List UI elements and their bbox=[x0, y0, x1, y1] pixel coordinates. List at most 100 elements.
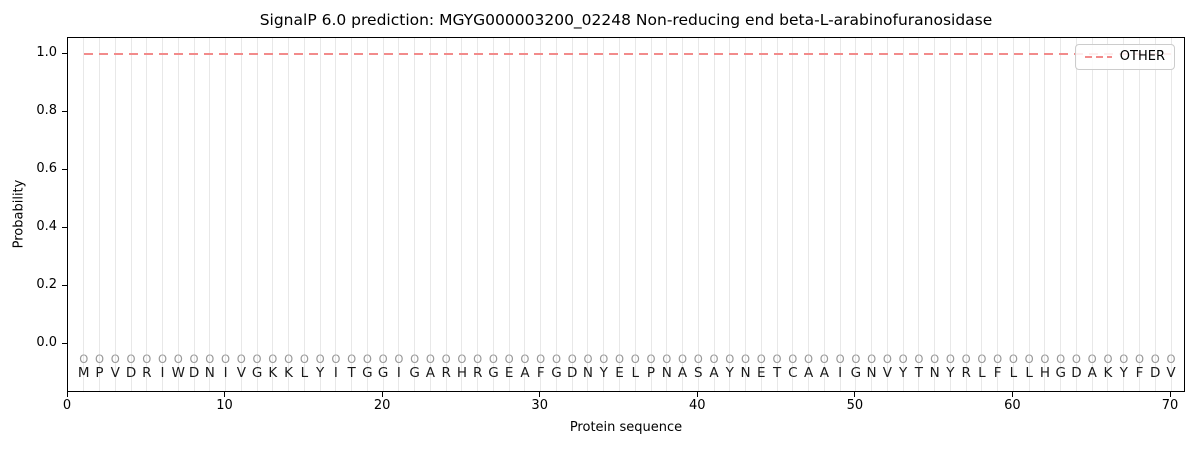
residue-letter: G bbox=[251, 365, 263, 381]
residue-marker: O bbox=[1119, 352, 1129, 366]
gridline bbox=[1075, 38, 1077, 391]
x-tick-label: 70 bbox=[1161, 398, 1179, 413]
residue-marker: O bbox=[299, 352, 309, 366]
gridline bbox=[540, 38, 542, 391]
residue-marker: O bbox=[1071, 352, 1081, 366]
x-tick-label: 50 bbox=[846, 398, 864, 413]
residue-letter: A bbox=[520, 365, 530, 381]
gridline bbox=[949, 38, 951, 391]
gridline bbox=[429, 38, 431, 391]
gridline bbox=[1170, 38, 1172, 391]
residue-letter: N bbox=[740, 365, 751, 381]
residue-marker: O bbox=[551, 352, 561, 366]
residue-letter: R bbox=[961, 365, 971, 381]
residue-marker: O bbox=[331, 352, 341, 366]
gridline bbox=[162, 38, 164, 391]
gridline bbox=[1028, 38, 1030, 391]
residue-letter: F bbox=[1135, 365, 1144, 381]
gridline bbox=[729, 38, 731, 391]
residue-letter: F bbox=[993, 365, 1002, 381]
residue-letter: Y bbox=[1119, 365, 1128, 381]
gridline bbox=[445, 38, 447, 391]
residue-marker: O bbox=[898, 352, 908, 366]
residue-marker: O bbox=[79, 352, 89, 366]
residue-marker: O bbox=[630, 352, 640, 366]
residue-marker: O bbox=[520, 352, 530, 366]
residue-marker: O bbox=[378, 352, 388, 366]
residue-marker: O bbox=[473, 352, 483, 366]
residue-marker: O bbox=[1134, 352, 1145, 366]
x-tick-mark bbox=[1011, 392, 1013, 397]
residue-marker: O bbox=[741, 352, 751, 366]
gridline bbox=[225, 38, 227, 391]
residue-letter: D bbox=[188, 365, 200, 381]
gridline bbox=[240, 38, 242, 391]
residue-letter: N bbox=[661, 365, 672, 381]
gridline bbox=[682, 38, 684, 391]
residue-marker: O bbox=[1166, 352, 1176, 366]
residue-letter: L bbox=[300, 365, 309, 381]
residue-letter: G bbox=[488, 365, 499, 381]
residue-marker: O bbox=[1056, 352, 1066, 366]
gridline bbox=[272, 38, 274, 391]
residue-marker: O bbox=[457, 352, 467, 366]
gridline bbox=[634, 38, 636, 391]
gridline bbox=[997, 38, 999, 391]
gridline bbox=[666, 38, 668, 391]
residue-marker: O bbox=[315, 352, 325, 366]
y-tick-mark bbox=[62, 52, 67, 54]
gridline bbox=[792, 38, 794, 391]
residue-letter: N bbox=[204, 365, 215, 381]
gridline bbox=[114, 38, 116, 391]
gridline bbox=[524, 38, 526, 391]
residue-marker: O bbox=[961, 352, 971, 366]
residue-letter: R bbox=[472, 365, 483, 381]
residue-letter: S bbox=[693, 365, 703, 381]
residue-letter: G bbox=[409, 365, 420, 381]
gridline bbox=[839, 38, 841, 391]
residue-letter: A bbox=[819, 365, 829, 381]
residue-marker: O bbox=[567, 352, 577, 366]
residue-letter: E bbox=[504, 365, 514, 381]
gridline bbox=[1154, 38, 1156, 391]
gridline bbox=[902, 38, 904, 391]
residue-marker: O bbox=[252, 352, 262, 366]
residue-marker: O bbox=[646, 352, 656, 366]
x-tick-label: 20 bbox=[373, 398, 391, 413]
gridline bbox=[303, 38, 305, 391]
gridline bbox=[745, 38, 747, 391]
residue-letter: L bbox=[631, 365, 640, 381]
residue-marker: O bbox=[945, 352, 955, 366]
residue-letter: I bbox=[396, 365, 401, 381]
gridline bbox=[508, 38, 510, 391]
gridline bbox=[319, 38, 321, 391]
gridline bbox=[99, 38, 100, 391]
residue-letter: E bbox=[757, 365, 766, 381]
gridline bbox=[146, 38, 148, 391]
residue-letter: G bbox=[551, 365, 562, 381]
x-tick-mark bbox=[696, 392, 698, 397]
residue-letter: A bbox=[425, 365, 436, 381]
residue-letter: N bbox=[866, 365, 877, 381]
x-tick-label: 40 bbox=[689, 398, 706, 413]
gridline bbox=[83, 38, 85, 391]
residue-marker: O bbox=[425, 352, 435, 366]
y-tick-mark bbox=[62, 226, 67, 228]
residue-marker: O bbox=[1103, 352, 1113, 366]
residue-letter: K bbox=[284, 365, 294, 381]
residue-letter: V bbox=[882, 365, 892, 381]
gridline bbox=[697, 38, 699, 391]
residue-marker: O bbox=[819, 352, 829, 366]
residue-marker: O bbox=[394, 352, 404, 366]
residue-marker: O bbox=[158, 352, 168, 366]
residue-marker: O bbox=[173, 352, 183, 366]
residue-letter: I bbox=[223, 365, 228, 381]
gridline bbox=[823, 38, 825, 391]
residue-marker: O bbox=[126, 352, 136, 366]
y-tick-mark bbox=[62, 110, 67, 112]
gridline bbox=[855, 38, 857, 391]
legend-dashed-line-icon bbox=[1084, 56, 1112, 58]
residue-letter: P bbox=[95, 365, 104, 381]
residue-letter: I bbox=[333, 365, 338, 381]
